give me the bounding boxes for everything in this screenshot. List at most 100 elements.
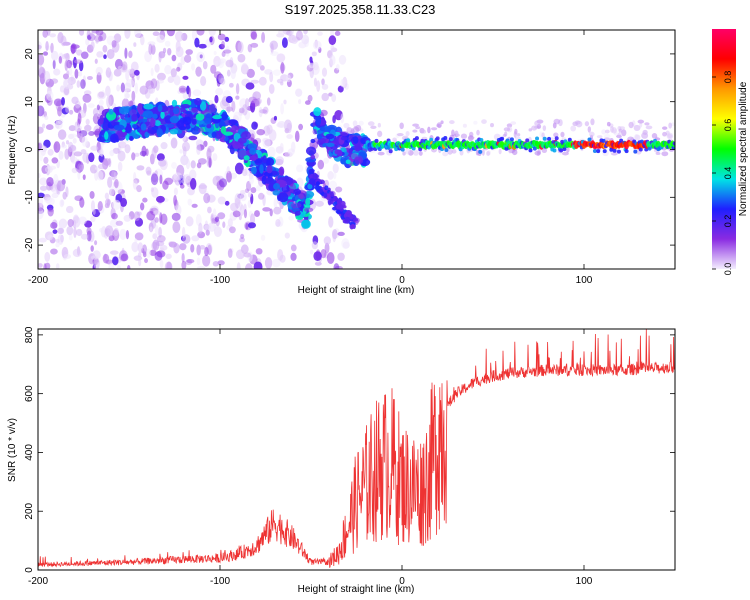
spectrogram-cell	[196, 257, 201, 266]
spectrogram-cell	[151, 147, 157, 160]
spectrogram-cell	[245, 222, 249, 230]
colorbar-bar	[712, 29, 736, 269]
spectrogram-cell	[370, 125, 377, 129]
spectrogram-cell	[293, 188, 301, 195]
spectrogram-cell	[315, 200, 324, 207]
spectrogram-cell	[73, 59, 83, 64]
spectrogram-cell	[308, 178, 316, 185]
spectrogram-cell	[245, 82, 255, 90]
spectrogram-cell	[330, 44, 335, 53]
spectrogram-cell	[74, 68, 79, 79]
spectrogram-cell	[486, 151, 491, 156]
spectrogram-cell	[50, 42, 54, 54]
spectrogram-cell	[226, 166, 230, 174]
spectrogram-cell	[97, 200, 103, 212]
spectrogram-cell	[609, 147, 614, 152]
colorbar-tick-label: 0.4	[723, 167, 733, 180]
spectrogram-cell	[633, 149, 638, 154]
spectrogram-cell	[154, 120, 161, 127]
spectrogram-cell	[159, 244, 168, 251]
spectrogram-cell	[542, 125, 547, 131]
spectrogram-cell	[512, 149, 518, 156]
spectrogram-cell	[429, 137, 434, 142]
spectrogram-cell	[114, 178, 119, 189]
spectrogram-cell	[65, 106, 70, 113]
spectrogram-cell	[537, 148, 541, 155]
spectrogram-cell	[421, 129, 427, 134]
spectrogram-cell	[481, 119, 487, 124]
spectrogram-cell	[51, 157, 59, 164]
spectrogram-cell	[165, 253, 172, 260]
spectrogram-cell	[611, 127, 617, 134]
spectrogram-cell	[61, 96, 65, 106]
spectrogram-cell	[172, 107, 180, 115]
spectrogram-cell	[191, 118, 197, 125]
spectrogram-cell	[411, 146, 416, 151]
spectrogram-cell	[651, 133, 658, 139]
spectrogram-cell	[182, 75, 189, 80]
spectrogram-cell	[602, 149, 607, 154]
spectrogram-cell	[78, 216, 87, 225]
spectrogram-cell	[204, 117, 212, 124]
spectrogram-cell	[240, 190, 246, 195]
spectrogram-cell	[259, 65, 265, 71]
spectrogram-cell	[280, 103, 284, 115]
spectrogram-cell	[283, 99, 287, 105]
spectrogram-cell	[290, 252, 297, 262]
spectrogram-cell	[176, 119, 185, 130]
spectrogram-cell	[337, 231, 345, 237]
spectrogram-cell	[143, 103, 154, 110]
spectrogram-cell	[119, 197, 128, 207]
spectrogram-cell	[38, 54, 45, 66]
spectrogram-cell	[185, 158, 191, 170]
spectrogram-cell	[121, 61, 128, 71]
spectrogram-cell	[112, 199, 121, 210]
spectrogram-cell	[221, 40, 225, 49]
spectrogram-cell	[204, 246, 209, 257]
spectrogram-cell	[298, 123, 304, 131]
spectrogram-cell	[105, 67, 112, 78]
spectrogram-cell	[214, 216, 220, 223]
spectrogram-cell	[303, 207, 314, 213]
spectrogram-cell	[162, 180, 169, 190]
spectrogram-cell	[86, 227, 92, 235]
spectrogram-cell	[267, 146, 276, 158]
spectrogram-cell	[288, 215, 294, 221]
spectrogram-cell	[144, 258, 148, 264]
spectrogram-cell	[207, 206, 212, 214]
spectrogram-cell	[80, 79, 86, 89]
spectrogram-cell	[117, 141, 127, 149]
snr-panel: -200 -100 0 100 0 200 400 600 800 Height of stra…	[7, 326, 676, 595]
spectrogram-cell	[113, 171, 118, 180]
spectrogram-cell	[147, 129, 157, 134]
spectrogram-cell	[169, 107, 175, 117]
spectrogram-cell	[90, 215, 96, 223]
spectrogram-cell	[38, 63, 43, 75]
spectrogram-cell	[69, 133, 77, 138]
spectrogram-cell	[394, 147, 399, 152]
spectrogram-cell	[559, 148, 564, 153]
spectrogram-cell	[86, 75, 93, 80]
spectrogram-cell	[75, 49, 83, 56]
spectrogram-cell	[49, 33, 57, 38]
spectrogram-cell	[264, 178, 275, 184]
spectrogram-cell	[336, 203, 343, 210]
spectrogram-cell	[90, 41, 95, 50]
spectrogram-cell	[256, 58, 262, 68]
spectrogram-cell	[76, 132, 83, 139]
spectrogram-cell	[57, 227, 65, 235]
spectrogram-cell	[136, 185, 142, 193]
spectrogram-cell	[662, 126, 668, 130]
spectrogram-cell	[156, 195, 165, 203]
spectrogram-cell	[156, 153, 165, 162]
spectrogram-cell	[179, 183, 185, 189]
spectrogram-cell	[310, 154, 316, 160]
spectrogram-cell	[213, 50, 217, 56]
spectrogram-cell	[212, 115, 222, 120]
spectrogram-cell	[345, 159, 351, 165]
spectrogram-cell	[633, 124, 641, 132]
spectrogram-cell	[47, 148, 54, 156]
spectrogram-cell	[51, 192, 59, 199]
spectrogram-cell	[107, 176, 113, 188]
spectrogram-cell	[141, 244, 148, 255]
